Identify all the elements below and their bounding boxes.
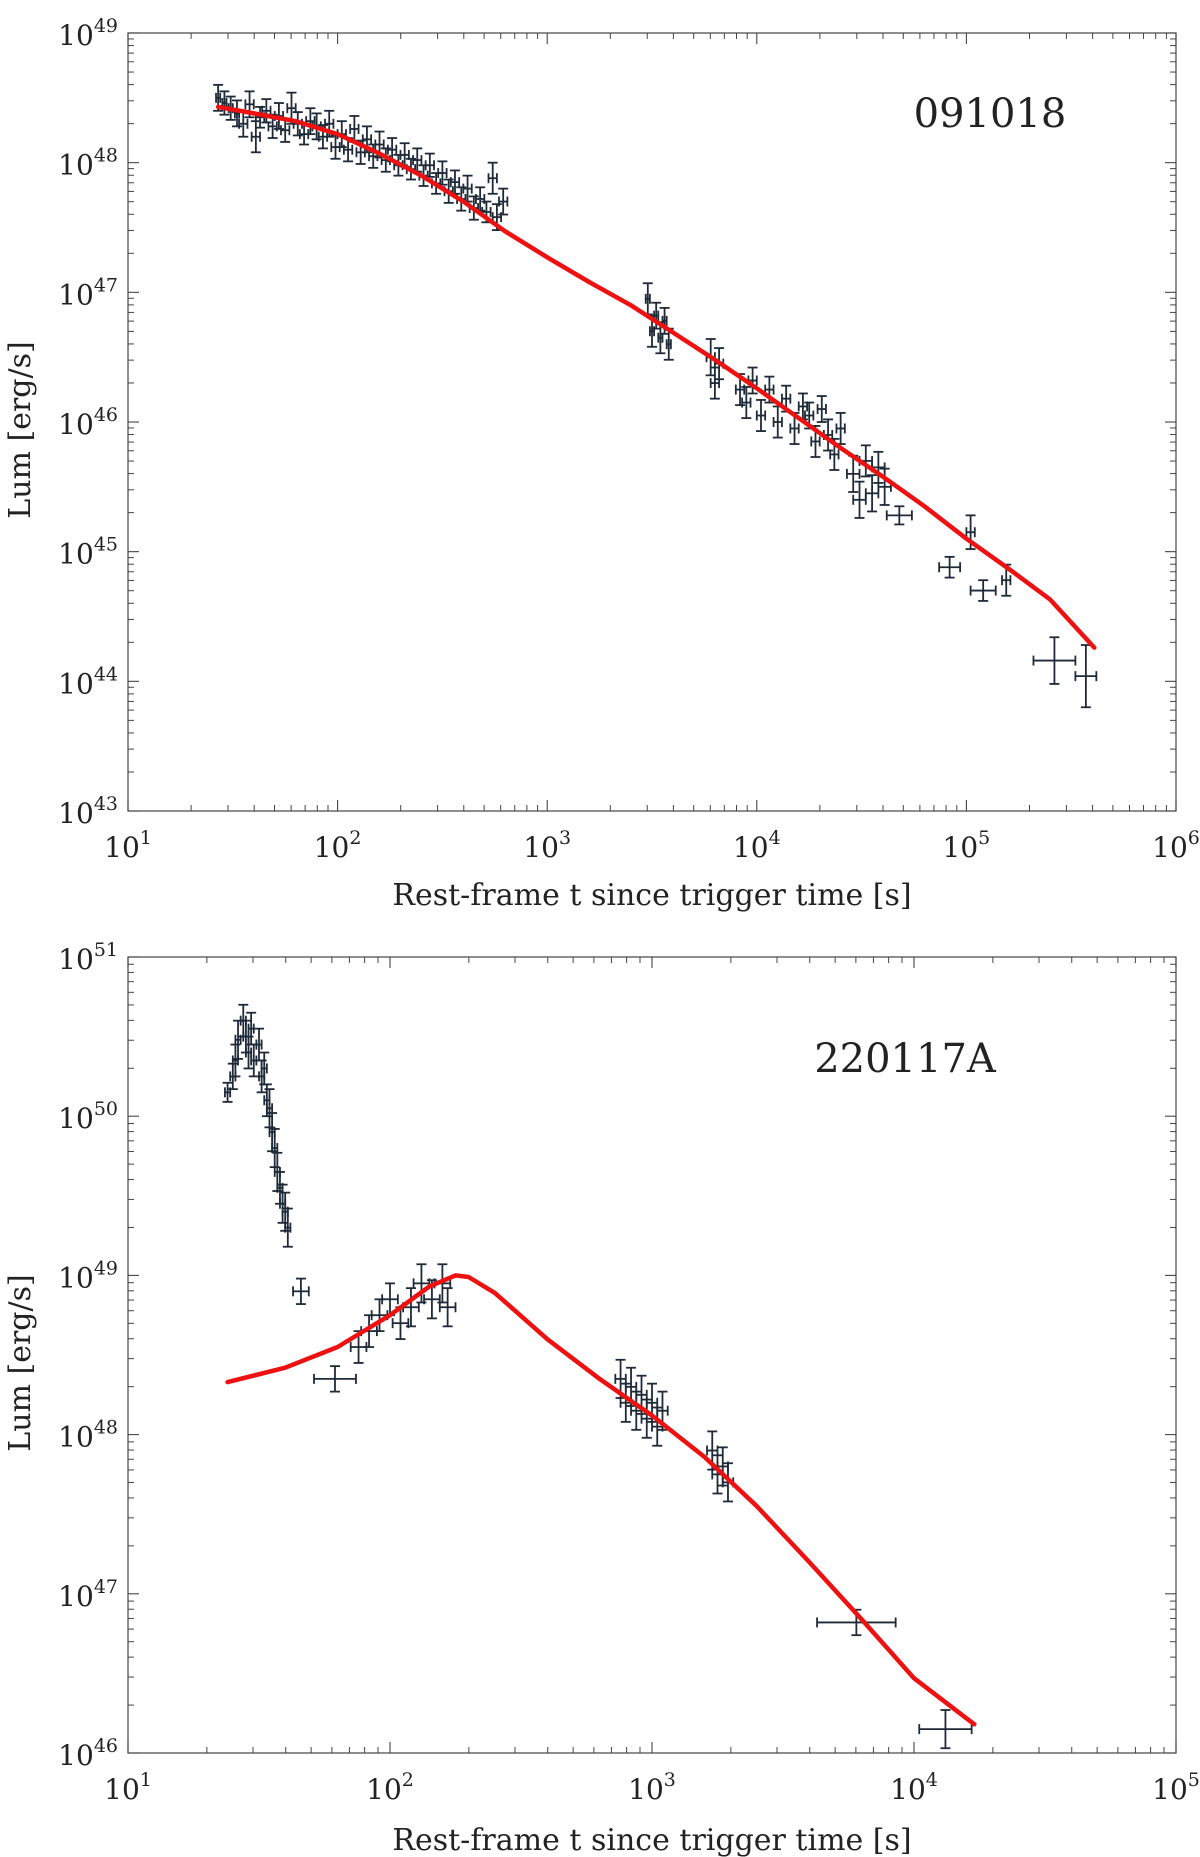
data-point [305, 107, 316, 136]
x-tick-label: 101 [104, 1769, 152, 1806]
data-point [475, 186, 486, 212]
x-tick-label: 104 [733, 827, 781, 864]
data-point [261, 98, 272, 124]
model-curve [225, 1273, 977, 1727]
data-point [747, 366, 758, 395]
data-point [244, 90, 255, 119]
x-tick-label: 102 [314, 827, 362, 864]
data-point [721, 1462, 735, 1503]
y-axis-label: Lum [erg/s] [3, 341, 38, 518]
y-tick-label: 1046 [58, 404, 118, 441]
plot-frame [127, 956, 1177, 1754]
data-point [877, 467, 892, 506]
data-point [462, 174, 473, 203]
data-point [816, 395, 827, 423]
x-axis-label: Rest-frame t since trigger time [s] [392, 878, 911, 913]
data-point [264, 1088, 275, 1129]
data-point [871, 450, 886, 484]
x-tick-label: 105 [1152, 1769, 1200, 1806]
data-point [313, 1365, 357, 1393]
data-point [741, 386, 752, 420]
y-tick-label: 1047 [58, 1576, 118, 1613]
y-tick-label: 1048 [58, 1417, 118, 1454]
data-point [292, 1277, 310, 1305]
data-point [269, 1128, 280, 1169]
data-point [755, 399, 767, 432]
x-tick-label: 104 [890, 1769, 938, 1806]
x-tick-label: 106 [1152, 827, 1200, 864]
data-point [213, 83, 224, 112]
y-tick-label: 1047 [58, 274, 118, 311]
data-point [642, 282, 653, 316]
data-point [663, 327, 674, 361]
data-point [438, 1287, 457, 1328]
x-tick-label: 103 [628, 1769, 676, 1806]
data-point [1074, 644, 1098, 709]
x-tick-label: 102 [366, 1769, 414, 1806]
chart-panel-220117A: 101 102 103 104 105 1046 1047 1048 1049 1050 1051 R… [3, 939, 1200, 1857]
data-point [222, 1081, 233, 1103]
data-point [852, 480, 867, 519]
x-tick-label: 101 [104, 827, 152, 864]
chart-panel-091018: 101 102 103 104 105 106 1043 1044 1045 1046 1047 10… [3, 15, 1200, 913]
y-tick-label: 1049 [58, 1257, 118, 1294]
data-point [918, 1709, 973, 1750]
data-point [412, 147, 423, 173]
plot-frame [127, 32, 1177, 812]
x-tick-label: 103 [523, 827, 571, 864]
data-point [772, 405, 783, 439]
data-point [969, 579, 997, 602]
y-tick-label: 1048 [58, 145, 118, 182]
y-tick-label: 1050 [58, 1098, 118, 1135]
y-tick-label: 1051 [58, 939, 118, 976]
data-point [280, 117, 291, 143]
data-point [487, 161, 498, 195]
y-tick-label: 1046 [58, 1735, 118, 1772]
x-axis-label: Rest-frame t since trigger time [s] [392, 1823, 911, 1857]
data-point [393, 153, 404, 177]
grb-name-annotation: 091018 [914, 91, 1067, 137]
data-point [864, 474, 880, 513]
y-tick-label: 1044 [58, 663, 118, 700]
model-curve [215, 104, 1097, 650]
data-point [885, 505, 913, 526]
y-tick-label: 1045 [58, 534, 118, 571]
data-point [498, 187, 509, 216]
data-point [254, 106, 266, 129]
y-axis-label: Lum [erg/s] [3, 1274, 38, 1451]
data-point [246, 1011, 257, 1046]
data-point [1032, 636, 1077, 685]
x-tick-label: 105 [943, 827, 991, 864]
grb-name-annotation: 220117A [814, 1036, 997, 1082]
data-point [437, 160, 448, 186]
y-tick-label: 1043 [58, 793, 118, 830]
data-point [449, 169, 461, 195]
y-tick-label: 1049 [58, 15, 118, 52]
data-point [282, 1207, 293, 1248]
data-point [938, 555, 962, 579]
